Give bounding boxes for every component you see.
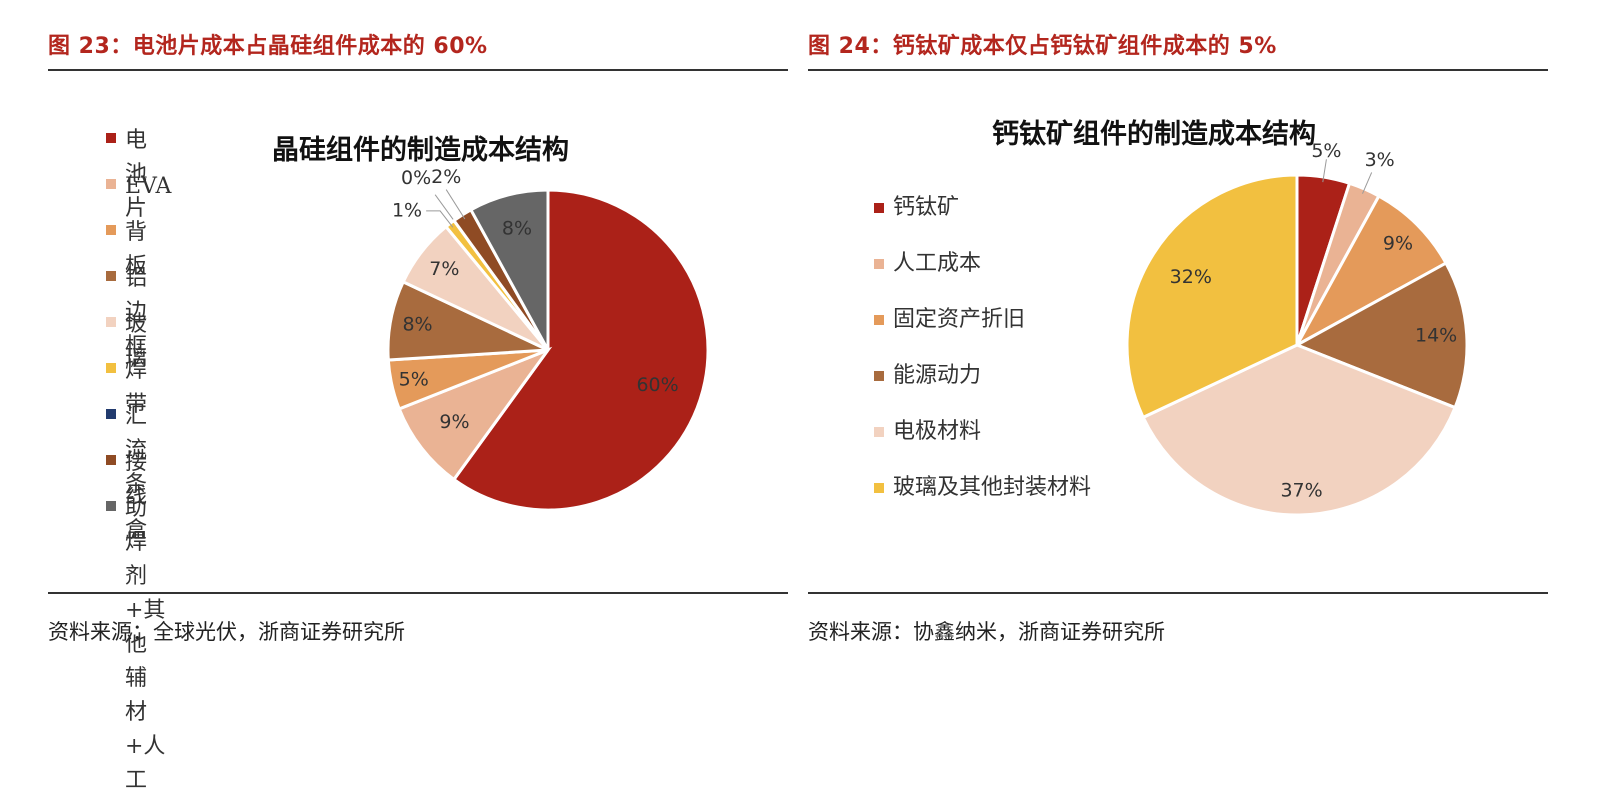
legend-item: 人工成本 (874, 250, 981, 278)
legend-label: 汇流条 (125, 404, 148, 497)
chart-title: 晶硅组件的制造成本结构 (272, 135, 569, 166)
pie-slice (1125, 173, 1299, 420)
legend-item: 背板 (106, 216, 147, 284)
pie-chart: 5% 3% 9% 14% 37% 32% (1125, 140, 1469, 517)
data-label: 7% (429, 258, 459, 280)
legend-item: EVA (106, 170, 171, 204)
pie-slice (451, 188, 710, 512)
legend-item: 电池片 (106, 124, 147, 226)
legend-label: 电极材料 (893, 419, 982, 444)
legend-label: EVA (125, 174, 172, 199)
legend-swatch (106, 409, 116, 419)
leader-line (1322, 159, 1327, 183)
data-label: 2% (431, 166, 461, 188)
pie-slice (397, 346, 553, 482)
data-label: 37% (1280, 480, 1322, 502)
legend-swatch (874, 315, 884, 325)
legend-swatch (874, 203, 884, 213)
legend-item: 接线盒 (106, 446, 147, 548)
legend-label: 铝边框 (125, 266, 148, 359)
legend-item: 焊带 (106, 354, 147, 422)
data-label: 8% (402, 314, 432, 336)
pie-slice (1293, 193, 1449, 349)
figure-title: 图 24：钙钛矿成本仅占钙钛矿组件成本的 5% (808, 34, 1277, 59)
legend-label: 钙钛矿 (893, 195, 960, 220)
leader-line (445, 189, 466, 220)
legend-swatch (874, 427, 884, 437)
legend-label: 玻璃 (125, 312, 148, 371)
bottom-rule (808, 592, 1548, 594)
top-rule (48, 69, 788, 71)
data-label: 5% (399, 369, 429, 391)
leader-line (1362, 172, 1373, 194)
legend-swatch (874, 483, 884, 493)
chart-title: 钙钛矿组件的制造成本结构 (992, 119, 1316, 150)
legend-item: 电极材料 (874, 418, 981, 446)
legend-swatch (106, 133, 116, 143)
legend-label: 焊带 (125, 358, 148, 417)
data-label: 14% (1415, 325, 1457, 347)
legend-item: 铝边框 (106, 262, 147, 364)
legend-item: 钙钛矿 (874, 194, 959, 222)
data-label: 60% (636, 374, 678, 396)
pie-slice (468, 188, 550, 351)
top-rule (808, 69, 1548, 71)
legend-swatch (874, 259, 884, 269)
legend-swatch (106, 455, 116, 465)
data-label: 3% (1365, 149, 1395, 171)
legend-label: 背板 (125, 220, 148, 279)
legend-item: 玻璃 (106, 308, 147, 376)
data-label: 32% (1170, 266, 1212, 288)
data-label: 1% (392, 199, 422, 221)
legend-label: 能源动力 (893, 363, 982, 388)
legend-item: 固定资产折旧 (874, 306, 1025, 334)
bottom-rule (48, 592, 788, 594)
legend-swatch (106, 317, 116, 327)
legend-label: 人工成本 (893, 251, 982, 276)
source-note: 资料来源：全球光伏，浙商证券研究所 (48, 620, 405, 644)
data-label: 8% (502, 218, 532, 240)
legend-swatch (874, 371, 884, 381)
legend-label: 电池片 (125, 128, 148, 221)
data-label: 9% (439, 411, 469, 433)
figure-24-panel: 图 24：钙钛矿成本仅占钙钛矿组件成本的 5% 钙钛矿人工成本固定资产折旧 能源动… (808, 0, 1572, 696)
data-label: 9% (1383, 233, 1413, 255)
legend-swatch (106, 501, 116, 511)
legend-swatch (106, 179, 116, 189)
legend-label: 接线盒 (125, 450, 148, 543)
pie-slice (1141, 343, 1458, 517)
leader-line (426, 210, 454, 228)
legend-item: 玻璃及其他封装材料 (874, 474, 1091, 502)
legend-label: 玻璃及其他封装材料 (893, 475, 1092, 500)
legend-label: 固定资产折旧 (893, 307, 1026, 332)
data-label: 0% (401, 167, 431, 189)
legend-item: 汇流条 (106, 400, 147, 502)
pie-slice (1293, 261, 1469, 410)
figure-title: 图 23：电池片成本占晶硅组件成本的 60% (48, 34, 488, 59)
legend-swatch (106, 225, 116, 235)
legend-swatch (106, 363, 116, 373)
figure-23-panel: 图 23：电池片成本占晶硅组件成本的 60% 电池片 EVA 背板 铝边框 玻璃 焊带 汇流… (48, 0, 788, 793)
source-note: 资料来源：协鑫纳米，浙商证券研究所 (808, 620, 1165, 644)
pie-chart: 60% 9% 5% 8% 7% 1% 0% 2% 8% (386, 166, 710, 512)
data-label: 5% (1311, 140, 1341, 162)
legend-swatch (106, 271, 116, 281)
legend-item: 能源动力 (874, 362, 981, 390)
